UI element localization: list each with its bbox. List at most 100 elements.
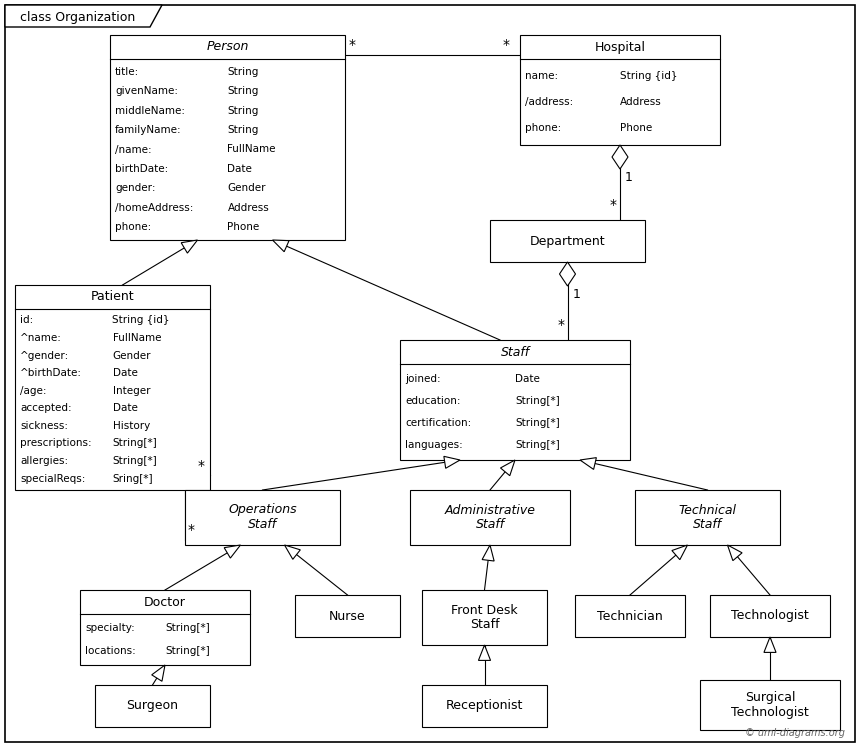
- Text: givenName:: givenName:: [115, 86, 178, 96]
- Text: *: *: [503, 38, 510, 52]
- Text: specialReqs:: specialReqs:: [20, 474, 85, 483]
- Bar: [700, 680, 840, 730]
- Polygon shape: [478, 645, 490, 660]
- Text: title:: title:: [115, 66, 139, 77]
- Bar: [410, 490, 570, 545]
- Text: /name:: /name:: [115, 144, 151, 155]
- Text: accepted:: accepted:: [20, 403, 71, 413]
- Text: *: *: [188, 523, 195, 537]
- Bar: [490, 220, 645, 262]
- Text: middleName:: middleName:: [115, 105, 185, 116]
- Text: ^birthDate:: ^birthDate:: [20, 368, 82, 378]
- Bar: [575, 595, 685, 637]
- Text: /homeAddress:: /homeAddress:: [115, 203, 194, 213]
- Text: class Organization: class Organization: [20, 10, 135, 23]
- Text: History: History: [113, 421, 150, 431]
- Polygon shape: [482, 545, 494, 561]
- Text: Technician: Technician: [597, 610, 663, 622]
- Text: *: *: [557, 318, 564, 332]
- Polygon shape: [181, 240, 198, 253]
- Text: String {id}: String {id}: [113, 315, 170, 326]
- Bar: [422, 685, 547, 727]
- Text: name:: name:: [525, 71, 558, 81]
- Bar: [422, 590, 547, 645]
- Text: Surgical
Technologist: Surgical Technologist: [731, 691, 809, 719]
- Text: 1: 1: [573, 288, 580, 301]
- Text: phone:: phone:: [525, 123, 562, 133]
- Text: certification:: certification:: [405, 418, 471, 428]
- Text: Address: Address: [228, 203, 269, 213]
- Bar: [710, 595, 830, 637]
- Text: Date: Date: [113, 368, 138, 378]
- Text: String[*]: String[*]: [515, 418, 560, 428]
- Text: Front Desk
Staff: Front Desk Staff: [452, 604, 518, 631]
- Text: Sring[*]: Sring[*]: [113, 474, 153, 483]
- Polygon shape: [612, 145, 628, 169]
- Polygon shape: [764, 637, 776, 652]
- Text: String[*]: String[*]: [113, 438, 157, 448]
- Polygon shape: [224, 545, 241, 558]
- Polygon shape: [580, 458, 596, 469]
- Text: Person: Person: [206, 40, 249, 54]
- Text: Phone: Phone: [228, 223, 260, 232]
- Text: Date: Date: [113, 403, 138, 413]
- Text: 1: 1: [625, 171, 633, 184]
- Text: sickness:: sickness:: [20, 421, 68, 431]
- Text: Address: Address: [620, 97, 661, 107]
- Text: Phone: Phone: [620, 123, 652, 133]
- Text: String[*]: String[*]: [165, 645, 210, 656]
- Text: String: String: [228, 86, 259, 96]
- Text: phone:: phone:: [115, 223, 151, 232]
- Polygon shape: [285, 545, 300, 560]
- Polygon shape: [560, 262, 575, 286]
- Polygon shape: [444, 456, 460, 468]
- Text: Date: Date: [228, 164, 252, 174]
- Polygon shape: [501, 460, 515, 476]
- Text: gender:: gender:: [115, 184, 156, 193]
- Text: /age:: /age:: [20, 385, 46, 396]
- Text: ^gender:: ^gender:: [20, 350, 70, 361]
- Text: allergies:: allergies:: [20, 456, 68, 466]
- Bar: [520, 35, 720, 145]
- Text: String[*]: String[*]: [515, 441, 560, 450]
- Text: Doctor: Doctor: [144, 595, 186, 609]
- Text: Nurse: Nurse: [329, 610, 366, 622]
- Text: String[*]: String[*]: [165, 624, 210, 633]
- Text: String {id}: String {id}: [620, 71, 678, 81]
- Polygon shape: [151, 665, 165, 681]
- Text: © uml-diagrams.org: © uml-diagrams.org: [745, 728, 845, 738]
- Text: id:: id:: [20, 315, 34, 326]
- Text: Receptionist: Receptionist: [445, 699, 523, 713]
- Text: Staff: Staff: [501, 346, 530, 359]
- Text: birthDate:: birthDate:: [115, 164, 169, 174]
- Text: String: String: [228, 66, 259, 77]
- Text: String: String: [228, 105, 259, 116]
- Text: Patient: Patient: [90, 291, 134, 303]
- Text: education:: education:: [405, 396, 460, 406]
- Polygon shape: [728, 545, 742, 561]
- Text: /address:: /address:: [525, 97, 574, 107]
- Bar: [185, 490, 340, 545]
- Text: *: *: [349, 38, 356, 52]
- Text: Department: Department: [530, 235, 605, 247]
- Bar: [15, 285, 210, 490]
- Text: *: *: [610, 198, 617, 212]
- Bar: [110, 35, 345, 240]
- Text: Surgeon: Surgeon: [126, 699, 179, 713]
- Bar: [400, 340, 630, 460]
- Text: *: *: [198, 459, 205, 473]
- Text: Operations
Staff: Operations Staff: [228, 503, 297, 532]
- Text: String: String: [228, 125, 259, 135]
- Text: Technical
Staff: Technical Staff: [679, 503, 736, 532]
- Text: Integer: Integer: [113, 385, 150, 396]
- Text: String[*]: String[*]: [113, 456, 157, 466]
- Bar: [295, 595, 400, 637]
- Text: FullName: FullName: [113, 333, 161, 343]
- Text: prescriptions:: prescriptions:: [20, 438, 92, 448]
- Bar: [635, 490, 780, 545]
- Text: languages:: languages:: [405, 441, 463, 450]
- Polygon shape: [5, 5, 162, 27]
- Bar: [80, 590, 250, 665]
- Text: ^name:: ^name:: [20, 333, 62, 343]
- Text: Technologist: Technologist: [731, 610, 809, 622]
